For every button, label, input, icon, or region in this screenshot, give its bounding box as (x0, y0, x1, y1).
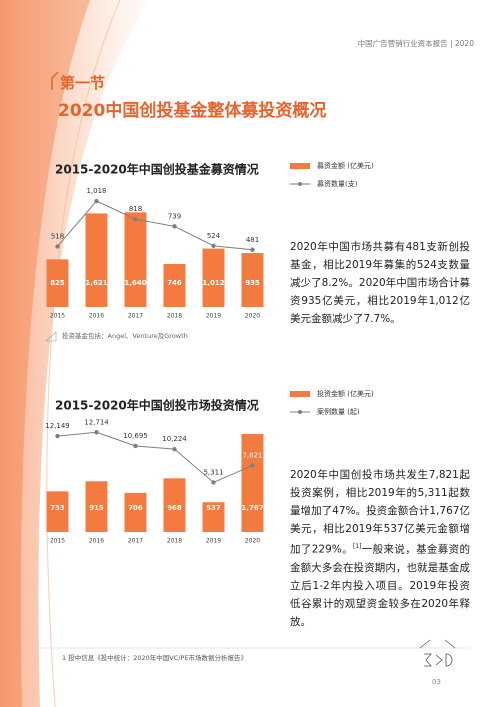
x-tick-label: 2016 (89, 538, 104, 545)
note-icon (45, 331, 57, 342)
line (57, 200, 253, 251)
x-tick-label: 2020 (245, 313, 260, 320)
data-label: 481 (246, 236, 259, 244)
legend-label: 募资数量(支) (317, 179, 358, 188)
bar (85, 213, 108, 307)
reference: [1] (352, 543, 362, 550)
legend-label: 募资金额 (亿美元) (317, 161, 374, 170)
x-tick-label: 2019 (206, 313, 221, 320)
bar (124, 492, 147, 532)
bar (202, 502, 225, 532)
data-label: 968 (167, 504, 182, 512)
bar (241, 434, 264, 532)
data-label: 733 (50, 504, 65, 512)
point (250, 247, 255, 252)
page-number: 03 (432, 678, 441, 686)
data-label: 1,640 (124, 279, 146, 287)
data-label: 12,149 (45, 422, 70, 430)
data-label: 739 (168, 212, 181, 220)
bracket (51, 71, 59, 90)
bar (124, 212, 147, 307)
footnote: 1 投中信息《投中统计：2020年中国VC/PE市场数据分析报告》 (62, 654, 247, 662)
data-label: 10,695 (123, 432, 148, 440)
point (55, 244, 60, 249)
data-label: 935 (245, 279, 260, 287)
header: 中国广告营销行业资本报告 | 2020 (357, 39, 474, 48)
line (57, 431, 253, 484)
bar (163, 478, 186, 532)
x-tick-label: 2015 (50, 538, 65, 545)
chart-note: 投资基金包括：Angel、Venture及Growth (62, 331, 188, 340)
paragraph: 2020年中国创投市场共发生7,821起投资案例，相比2019年的5,311起数… (290, 466, 470, 631)
text: 2020年中国创投市场共发生7,821起投资案例，相比2019年的5,311起数… (290, 469, 470, 556)
legend-swatch (298, 410, 302, 414)
point (211, 243, 216, 249)
data-label: 524 (207, 232, 221, 240)
swoosh (0, 0, 90, 707)
data-label: 10,224 (162, 435, 187, 443)
paragraph: 2020年中国市场共募有481支新创投基金，相比2019年募集的524支数量减少… (290, 241, 470, 325)
point (172, 446, 177, 452)
x-tick-label: 2015 (50, 313, 65, 320)
text: 一般来说，基金募资的金额大多会在投资期内，也就是基金成立后1-2年内投入项目。2… (290, 543, 471, 628)
point (133, 216, 138, 222)
data-label: 818 (129, 205, 142, 213)
point (94, 430, 99, 435)
point (211, 480, 216, 485)
bar (202, 248, 225, 307)
bar (85, 481, 108, 532)
point (55, 433, 60, 439)
data-label: 1,012 (202, 279, 224, 287)
data-label: 12,714 (84, 418, 109, 426)
logo (419, 639, 456, 667)
data-label: 915 (89, 504, 104, 512)
point (133, 443, 138, 449)
data-label: 5,311 (203, 468, 223, 476)
swoosh (0, 0, 150, 707)
legend-swatch (290, 163, 310, 169)
bar (46, 259, 69, 307)
legend-label: 投资金额 (亿美元) (317, 389, 374, 398)
legend-label: 案例数量 (起) (317, 407, 360, 416)
x-tick-label: 2018 (167, 538, 182, 545)
data-label: 518 (51, 232, 64, 240)
bar (46, 491, 69, 532)
bar (163, 263, 186, 307)
data-label: 825 (50, 279, 65, 287)
data-label: 706 (128, 504, 143, 512)
point (250, 463, 255, 468)
x-tick-label: 2016 (89, 313, 104, 320)
bar (241, 253, 264, 307)
data-label: 746 (167, 279, 182, 287)
data-label: 7,821 (242, 451, 262, 459)
page-title: 2020中国创投基金整体募投资概况 (58, 101, 327, 121)
chart-title: 2015-2020年中国创投基金募资情况 (55, 162, 259, 177)
x-tick-label: 2018 (167, 313, 182, 320)
chart-title: 2015-2020年中国创投市场投资情况 (55, 398, 259, 413)
x-tick-label: 2017 (128, 538, 143, 545)
x-tick-label: 2020 (245, 538, 260, 545)
point (94, 198, 99, 204)
data-label: 537 (206, 504, 221, 512)
legend-swatch (298, 182, 302, 186)
x-tick-label: 2019 (206, 538, 221, 545)
data-label: 1,767 (241, 504, 263, 512)
section-label: 第一节 (60, 74, 106, 92)
x-tick-label: 2017 (128, 313, 143, 320)
point (172, 224, 177, 229)
legend-swatch (290, 391, 310, 397)
data-label: 1,621 (85, 279, 107, 287)
data-label: 1,018 (86, 187, 106, 195)
